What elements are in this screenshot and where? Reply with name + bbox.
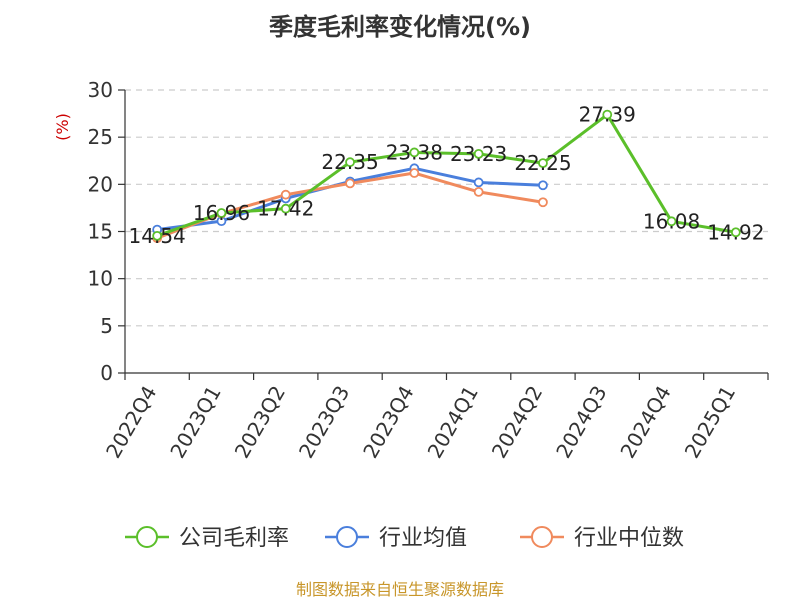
legend: 公司毛利率 行业均值 行业中位数 [125, 526, 684, 551]
data-label: 27.39 [579, 103, 636, 127]
data-point [345, 178, 355, 189]
legend-swatch-marker [336, 526, 358, 548]
y-tick-label: 20 [88, 172, 113, 196]
data-point [473, 186, 484, 197]
x-tick-label: 2023Q1 [165, 382, 225, 463]
data-point [538, 197, 548, 208]
data-label: 23.23 [450, 142, 507, 166]
data-point [152, 230, 163, 241]
data-point [473, 148, 484, 159]
data-point [280, 203, 291, 214]
axes [118, 89, 769, 380]
data-label: 22.25 [514, 151, 571, 175]
data-label: 23.38 [386, 140, 443, 164]
legend-swatch-marker [531, 526, 553, 548]
data-label: 14.54 [129, 224, 186, 248]
data-label: 22.35 [321, 150, 378, 174]
source-note: 制图数据来自恒生聚源数据库 [296, 580, 504, 599]
data-point [602, 109, 613, 120]
series-line [156, 113, 737, 238]
x-tick-label: 2024Q2 [487, 382, 547, 463]
data-point [216, 208, 227, 218]
x-tick-label: 2024Q1 [423, 382, 483, 463]
x-tick-label: 2024Q3 [551, 382, 611, 463]
gridlines [125, 89, 768, 327]
legend-label: 公司毛利率 [179, 526, 289, 551]
data-point [473, 177, 484, 188]
x-tick-label: 2023Q3 [294, 382, 354, 463]
data-label: 14.92 [707, 220, 764, 244]
y-tick-label: 0 [100, 361, 113, 385]
x-tick-label: 2022Q4 [101, 382, 161, 463]
data-label: 16.96 [193, 201, 250, 225]
data-label: 16.08 [643, 209, 700, 233]
legend-label: 行业均值 [379, 526, 467, 551]
y-tick-label: 5 [100, 314, 113, 338]
x-tick-label: 2023Q4 [358, 382, 418, 463]
x-tick-label: 2023Q2 [230, 382, 290, 463]
chart-title: 季度毛利率变化情况(%) [269, 13, 531, 41]
y-tick-label: 30 [88, 78, 113, 102]
data-point [538, 180, 548, 191]
y-tick-label: 15 [88, 220, 113, 244]
tick-labels: 0 5 10 15 20 25 30 2022Q4 2023Q1 2023Q2 2023Q3 2023… [88, 78, 741, 462]
series-points [152, 109, 741, 244]
y-axis-unit-label: (%) [53, 113, 72, 141]
x-tick-label: 2024Q4 [615, 382, 675, 463]
legend-label: 行业中位数 [574, 526, 684, 551]
data-point [730, 227, 741, 238]
legend-swatch-marker [136, 526, 158, 548]
data-point [409, 147, 420, 158]
data-point [666, 216, 677, 227]
data-point [409, 168, 420, 178]
data-point [280, 189, 291, 200]
data-point [345, 157, 355, 168]
y-tick-label: 25 [88, 125, 113, 149]
data-label: 17.42 [257, 197, 314, 221]
data-point [538, 158, 548, 169]
data-labels: 14.54 16.96 17.42 22.35 23.38 23.23 22.25 27.39… [129, 103, 765, 248]
y-tick-label: 10 [88, 267, 113, 291]
x-tick-label: 2025Q1 [680, 382, 740, 463]
